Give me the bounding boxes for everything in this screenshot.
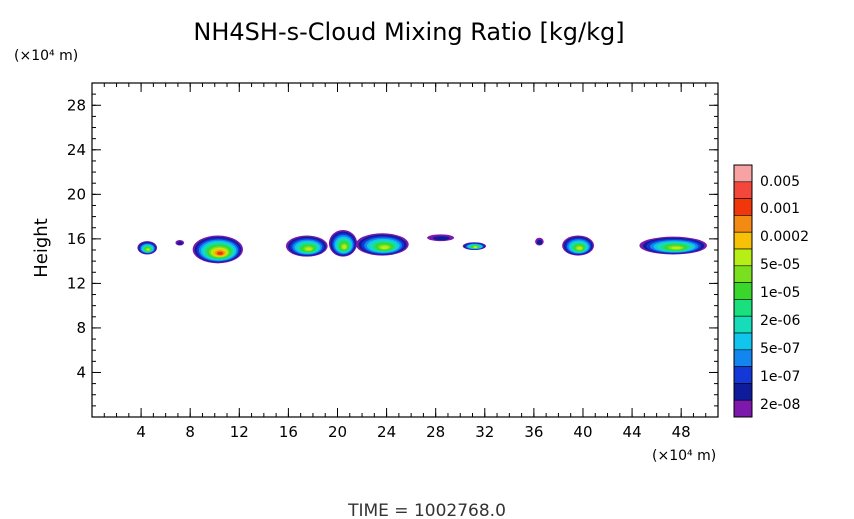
x-tick-label: 16 <box>279 423 298 441</box>
y-tick-label: 4 <box>76 363 86 381</box>
colorbar-swatch <box>733 231 753 250</box>
colorbar-label: 5e-07 <box>760 341 800 357</box>
colorbar-swatch <box>733 198 753 216</box>
colorbar-swatch <box>733 164 753 183</box>
x-tick-label: 4 <box>136 423 146 441</box>
time-label: TIME = 1002768.0 <box>347 501 506 519</box>
colorbar-label: 0.0002 <box>760 229 809 245</box>
cloud-1 <box>137 241 158 255</box>
colorbar-swatch <box>733 215 753 233</box>
colorbar-label: 1e-05 <box>760 285 800 301</box>
colorbar-frame <box>733 164 753 418</box>
cloud-10 <box>562 235 595 256</box>
y-unit-label: (×10⁴ m) <box>14 48 78 64</box>
cloud-11 <box>639 236 707 255</box>
colorbar-swatch <box>733 366 753 384</box>
x-tick-label: 36 <box>524 423 543 441</box>
colorbar-swatch <box>733 299 753 317</box>
chart-title: NH4SH-s-Cloud Mixing Ratio [kg/kg] <box>193 18 624 46</box>
colorbar-swatch <box>733 181 753 199</box>
x-tick-label: 40 <box>573 423 592 441</box>
x-tick-label: 20 <box>328 423 347 441</box>
y-tick-label: 8 <box>76 319 86 337</box>
colorbar-swatch <box>733 265 753 283</box>
y-axis-label: Height <box>31 218 52 278</box>
plot-area <box>137 229 707 264</box>
colorbar-swatch <box>733 383 753 401</box>
colorbar-swatch <box>733 315 753 334</box>
colorbar-label: 2e-08 <box>760 397 800 413</box>
cloud-5 <box>328 229 358 257</box>
colorbar-label: 0.005 <box>760 174 800 190</box>
x-tick-label: 8 <box>185 423 195 441</box>
x-tick-label: 32 <box>475 423 494 441</box>
cloud-2 <box>175 239 185 246</box>
x-tick-label: 24 <box>377 423 396 441</box>
colorbar-swatch <box>733 248 753 267</box>
colorbar-swatch <box>733 332 753 351</box>
x-tick-label: 28 <box>426 423 445 441</box>
cloud-6 <box>355 233 409 256</box>
colorbar-label: 1e-07 <box>760 369 800 385</box>
x-tick-label: 48 <box>672 423 691 441</box>
colorbar-swatch <box>733 282 753 300</box>
y-tick-label: 12 <box>67 274 86 292</box>
cloud-9 <box>535 237 544 246</box>
y-tick-label: 28 <box>67 96 86 114</box>
cloud-8 <box>462 242 487 250</box>
x-tick-label: 44 <box>623 423 642 441</box>
y-tick-label: 24 <box>67 141 86 159</box>
y-tick-label: 16 <box>67 230 86 248</box>
y-tick-label: 20 <box>67 185 86 203</box>
cloud-7 <box>427 234 455 242</box>
cloud-4 <box>285 235 328 257</box>
x-tick-label: 12 <box>230 423 249 441</box>
colorbar-label: 5e-05 <box>760 257 800 273</box>
colorbar-swatch <box>733 349 753 367</box>
colorbar-swatch <box>733 399 753 418</box>
cloud-3 <box>192 235 243 264</box>
colorbar-label: 0.001 <box>760 201 800 217</box>
colorbar: 0.005 0.001 0.0002 5e-05 1e-05 2e-06 5e-07 1e-0… <box>733 164 809 418</box>
x-unit-label: (×10⁴ m) <box>652 448 716 464</box>
colorbar-label: 2e-06 <box>760 313 800 329</box>
